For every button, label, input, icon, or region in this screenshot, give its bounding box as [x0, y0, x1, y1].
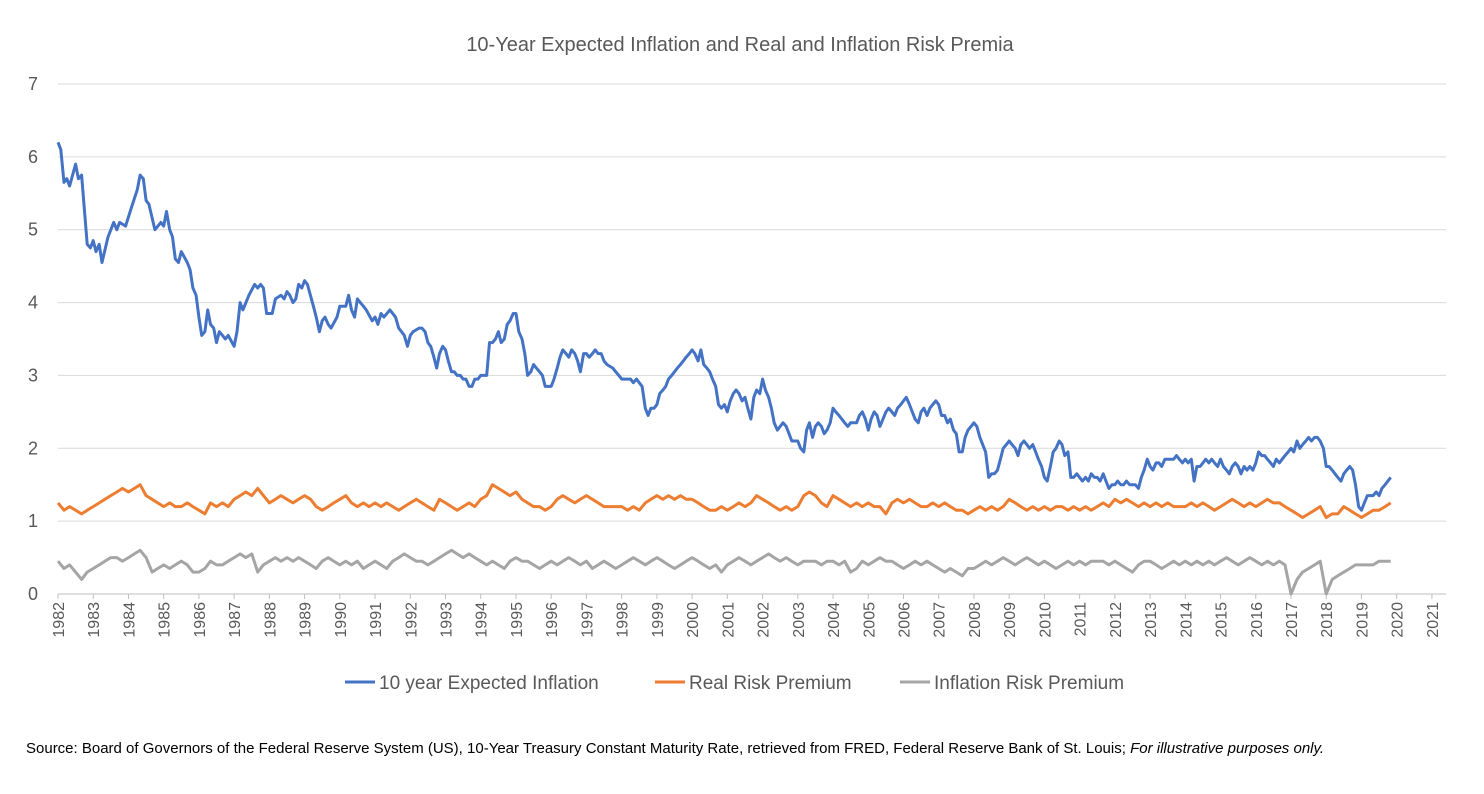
legend-label-1: Real Risk Premium [689, 673, 852, 694]
x-tick-1994: 1994 [474, 602, 491, 638]
x-tick-1983: 1983 [86, 602, 103, 638]
x-tick-1984: 1984 [121, 602, 138, 638]
x-tick-2008: 2008 [967, 602, 984, 638]
x-tick-2014: 2014 [1178, 602, 1195, 638]
x-tick-2017: 2017 [1284, 602, 1301, 638]
x-tick-2021: 2021 [1425, 602, 1442, 638]
x-tick-2016: 2016 [1249, 602, 1266, 638]
y-tick-3: 3 [28, 365, 38, 385]
legend-label-2: Inflation Risk Premium [934, 673, 1124, 694]
x-tick-2012: 2012 [1108, 602, 1125, 638]
series-line-0 [56, 141, 1392, 512]
x-tick-1992: 1992 [403, 602, 420, 638]
chart: 10-Year Expected Inflation and Real and … [28, 34, 1446, 694]
source-note: Source: Board of Governors of the Federa… [26, 738, 1471, 760]
chart-title: 10-Year Expected Inflation and Real and … [466, 34, 1014, 56]
x-tick-2002: 2002 [756, 602, 773, 638]
x-tick-2007: 2007 [932, 602, 949, 638]
y-tick-0: 0 [28, 584, 38, 604]
y-tick-6: 6 [28, 147, 38, 167]
x-tick-2015: 2015 [1214, 602, 1231, 638]
x-tick-1996: 1996 [544, 602, 561, 638]
x-tick-2000: 2000 [685, 602, 702, 638]
x-tick-2003: 2003 [791, 602, 808, 638]
source-text: Source: Board of Governors of the Federa… [26, 740, 1131, 757]
x-tick-2018: 2018 [1319, 602, 1336, 638]
y-tick-5: 5 [28, 220, 38, 240]
series-line-1 [56, 483, 1392, 519]
legend: 10 year Expected Inflation Real Risk Prem… [345, 673, 1124, 694]
x-tick-2019: 2019 [1354, 602, 1371, 638]
x-tick-1998: 1998 [615, 602, 632, 638]
y-tick-4: 4 [28, 293, 38, 313]
y-tick-7: 7 [28, 74, 38, 94]
x-tick-1985: 1985 [157, 602, 174, 638]
x-tick-1995: 1995 [509, 602, 526, 638]
x-tick-2006: 2006 [896, 602, 913, 638]
x-tick-1989: 1989 [298, 602, 315, 638]
x-tick-1982: 1982 [51, 602, 68, 638]
y-tick-2: 2 [28, 438, 38, 458]
x-tick-2009: 2009 [1002, 602, 1019, 638]
y-tick-1: 1 [28, 511, 38, 531]
x-tick-1990: 1990 [333, 602, 350, 638]
x-axis-tick-labels: 1982 1983 1984 1985 1986 1987 1988 1989 1990 1991… [51, 594, 1442, 638]
x-tick-2004: 2004 [826, 602, 843, 638]
source-italic-note: For illustrative purposes only. [1130, 740, 1325, 757]
x-tick-1993: 1993 [439, 602, 456, 638]
x-tick-1997: 1997 [579, 602, 596, 638]
gridlines [58, 83, 1446, 595]
x-tick-2005: 2005 [861, 602, 878, 638]
x-tick-1988: 1988 [262, 602, 279, 638]
series-lines [56, 141, 1392, 596]
y-axis-tick-labels: 0 1 2 3 4 5 6 7 [28, 74, 38, 604]
x-tick-2020: 2020 [1390, 602, 1407, 638]
x-tick-1999: 1999 [650, 602, 667, 638]
legend-label-0: 10 year Expected Inflation [379, 673, 599, 694]
x-tick-2010: 2010 [1037, 602, 1054, 638]
series-line-2 [56, 548, 1391, 596]
x-tick-1986: 1986 [192, 602, 209, 638]
x-tick-2013: 2013 [1143, 602, 1160, 638]
x-tick-1987: 1987 [227, 602, 244, 638]
x-tick-2011: 2011 [1073, 602, 1090, 637]
x-tick-2001: 2001 [720, 602, 737, 638]
x-tick-1991: 1991 [368, 602, 385, 638]
